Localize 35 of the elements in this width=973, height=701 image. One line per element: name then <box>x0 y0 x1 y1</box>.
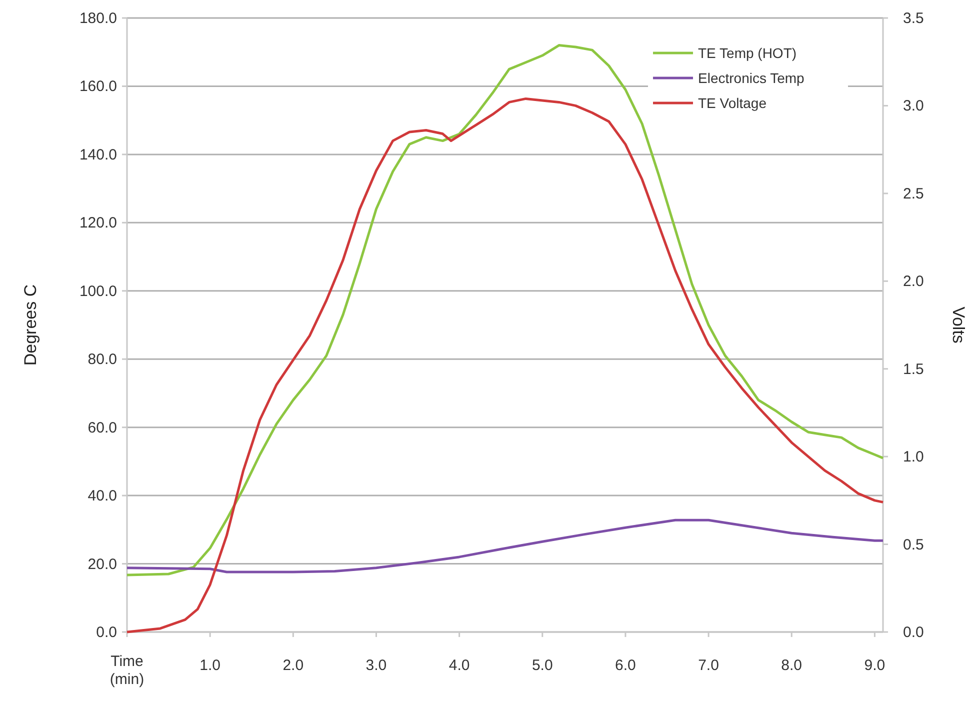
y-axis-title: Degrees C <box>21 284 40 366</box>
x-tick-label: 2.0 <box>282 657 304 674</box>
legend-label: Electronics Temp <box>698 70 805 86</box>
y-tick-label: 160.0 <box>79 78 117 96</box>
y-tick-label: 140.0 <box>79 146 117 164</box>
y-tick-label: 180.0 <box>79 10 117 27</box>
x-tick-label: 1.0 <box>200 657 221 674</box>
x-tick-label: 3.0 <box>366 657 387 674</box>
y2-tick-label: 0.0 <box>903 624 924 641</box>
y2-tick-label: 1.0 <box>903 448 924 466</box>
x-tick-label: 9.0 <box>864 657 886 674</box>
y2-tick-label: 1.5 <box>903 360 924 378</box>
y2-axis-title: Volts <box>949 306 968 344</box>
y2-tick-label: 0.5 <box>903 536 924 554</box>
y-tick-label: 0.0 <box>96 624 117 641</box>
x-tick-label: 4.0 <box>448 657 470 674</box>
y2-tick-label: 3.5 <box>903 10 924 27</box>
y-tick-label: 120.0 <box>79 214 117 232</box>
x-axis-title: Time (min) <box>110 653 144 688</box>
x-tick-label: 5.0 <box>532 657 553 674</box>
y2-tick-label: 2.5 <box>903 185 924 202</box>
y-tick-label: 40.0 <box>88 488 117 505</box>
y-tick-label: 60.0 <box>88 419 117 436</box>
legend-label: TE Temp (HOT) <box>698 45 797 61</box>
line-series <box>126 518 884 574</box>
x-tick-label: 7.0 <box>698 657 719 674</box>
y-tick-label: 20.0 <box>88 556 117 573</box>
y-tick-label: 100.0 <box>79 282 117 300</box>
x-tick-label: 6.0 <box>615 657 636 674</box>
legend-label: TE Voltage <box>698 95 767 111</box>
y-tick-label: 80.0 <box>88 351 117 368</box>
x-tick-label: 8.0 <box>781 657 802 674</box>
y2-tick-label: 2.0 <box>903 273 924 290</box>
y2-tick-label: 3.0 <box>903 98 924 115</box>
line-series <box>126 44 884 576</box>
